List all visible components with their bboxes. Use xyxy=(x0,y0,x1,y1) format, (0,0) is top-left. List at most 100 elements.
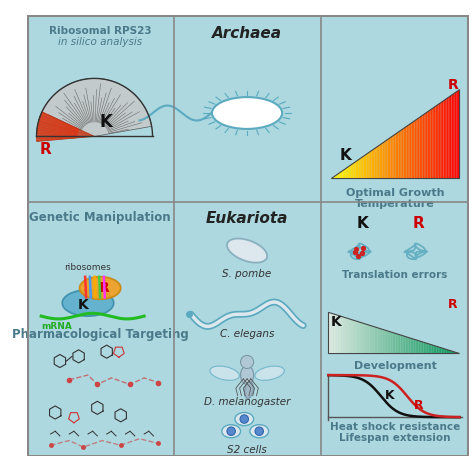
Polygon shape xyxy=(389,137,391,178)
Ellipse shape xyxy=(250,425,269,438)
Polygon shape xyxy=(442,101,444,178)
Polygon shape xyxy=(424,113,426,178)
Polygon shape xyxy=(415,340,417,354)
Polygon shape xyxy=(36,112,94,142)
Polygon shape xyxy=(333,177,335,178)
Polygon shape xyxy=(353,320,354,354)
Polygon shape xyxy=(363,323,364,354)
Polygon shape xyxy=(433,346,435,354)
Polygon shape xyxy=(359,159,360,178)
Polygon shape xyxy=(447,349,448,354)
Polygon shape xyxy=(388,138,389,178)
Polygon shape xyxy=(389,331,391,354)
Polygon shape xyxy=(371,150,373,178)
Polygon shape xyxy=(392,332,394,354)
Polygon shape xyxy=(440,102,442,178)
Text: ribosomes: ribosomes xyxy=(65,263,111,272)
Polygon shape xyxy=(343,169,344,178)
Polygon shape xyxy=(345,318,346,354)
Polygon shape xyxy=(421,115,422,178)
Ellipse shape xyxy=(255,366,284,380)
Text: Pharmacological Targeting: Pharmacological Targeting xyxy=(12,328,188,341)
Polygon shape xyxy=(429,344,430,354)
Polygon shape xyxy=(333,314,335,354)
Polygon shape xyxy=(407,337,409,354)
Polygon shape xyxy=(422,342,423,354)
Ellipse shape xyxy=(244,382,253,398)
Polygon shape xyxy=(368,152,370,178)
Text: in silico analysis: in silico analysis xyxy=(58,37,142,47)
Polygon shape xyxy=(384,330,386,354)
Polygon shape xyxy=(450,95,452,178)
Polygon shape xyxy=(420,116,421,178)
Polygon shape xyxy=(383,142,384,178)
Polygon shape xyxy=(436,105,437,178)
Polygon shape xyxy=(343,317,345,354)
Polygon shape xyxy=(388,331,389,354)
Polygon shape xyxy=(412,338,413,354)
Text: Ribosomal RPS23: Ribosomal RPS23 xyxy=(49,26,152,36)
Polygon shape xyxy=(364,324,366,354)
Polygon shape xyxy=(448,350,450,354)
Polygon shape xyxy=(381,143,383,178)
Text: R: R xyxy=(413,216,424,231)
Polygon shape xyxy=(405,126,407,178)
Polygon shape xyxy=(427,343,429,354)
Text: S2 cells: S2 cells xyxy=(227,445,267,455)
Polygon shape xyxy=(351,164,352,178)
Polygon shape xyxy=(430,344,432,354)
Polygon shape xyxy=(335,314,337,354)
Polygon shape xyxy=(384,141,386,178)
Polygon shape xyxy=(413,121,414,178)
Polygon shape xyxy=(429,110,430,178)
Text: Eukariota: Eukariota xyxy=(206,211,288,226)
Polygon shape xyxy=(410,338,412,354)
Polygon shape xyxy=(428,111,429,178)
Polygon shape xyxy=(407,125,408,178)
Ellipse shape xyxy=(235,413,253,426)
Polygon shape xyxy=(347,166,349,178)
Polygon shape xyxy=(332,313,333,354)
Polygon shape xyxy=(434,106,436,178)
Polygon shape xyxy=(338,173,339,178)
Polygon shape xyxy=(453,93,455,178)
Polygon shape xyxy=(366,324,368,354)
Polygon shape xyxy=(379,144,381,178)
Polygon shape xyxy=(413,339,415,354)
Polygon shape xyxy=(397,132,399,178)
Polygon shape xyxy=(354,320,356,354)
Polygon shape xyxy=(355,161,357,178)
Polygon shape xyxy=(358,321,360,354)
Polygon shape xyxy=(453,352,455,354)
Circle shape xyxy=(241,355,253,369)
Polygon shape xyxy=(342,317,343,354)
Text: K: K xyxy=(385,389,394,402)
Polygon shape xyxy=(356,321,358,354)
Text: K: K xyxy=(356,216,368,231)
Polygon shape xyxy=(432,108,434,178)
Polygon shape xyxy=(441,348,443,354)
Polygon shape xyxy=(349,165,351,178)
Polygon shape xyxy=(352,163,354,178)
Polygon shape xyxy=(430,109,432,178)
Polygon shape xyxy=(438,347,440,354)
Polygon shape xyxy=(381,329,382,354)
Polygon shape xyxy=(371,326,373,354)
Text: Translation errors: Translation errors xyxy=(342,270,447,280)
Polygon shape xyxy=(458,90,460,178)
Polygon shape xyxy=(335,175,336,178)
Polygon shape xyxy=(422,114,424,178)
Polygon shape xyxy=(394,333,396,354)
Polygon shape xyxy=(409,337,410,354)
Polygon shape xyxy=(373,149,375,178)
Circle shape xyxy=(227,427,236,436)
Polygon shape xyxy=(397,334,399,354)
Polygon shape xyxy=(443,348,445,354)
Text: S. pombe: S. pombe xyxy=(222,270,272,279)
Polygon shape xyxy=(331,177,333,178)
Text: R: R xyxy=(447,78,458,92)
Polygon shape xyxy=(367,153,368,178)
Polygon shape xyxy=(405,337,407,354)
Ellipse shape xyxy=(222,425,241,438)
Text: D. melanogaster: D. melanogaster xyxy=(204,396,290,406)
